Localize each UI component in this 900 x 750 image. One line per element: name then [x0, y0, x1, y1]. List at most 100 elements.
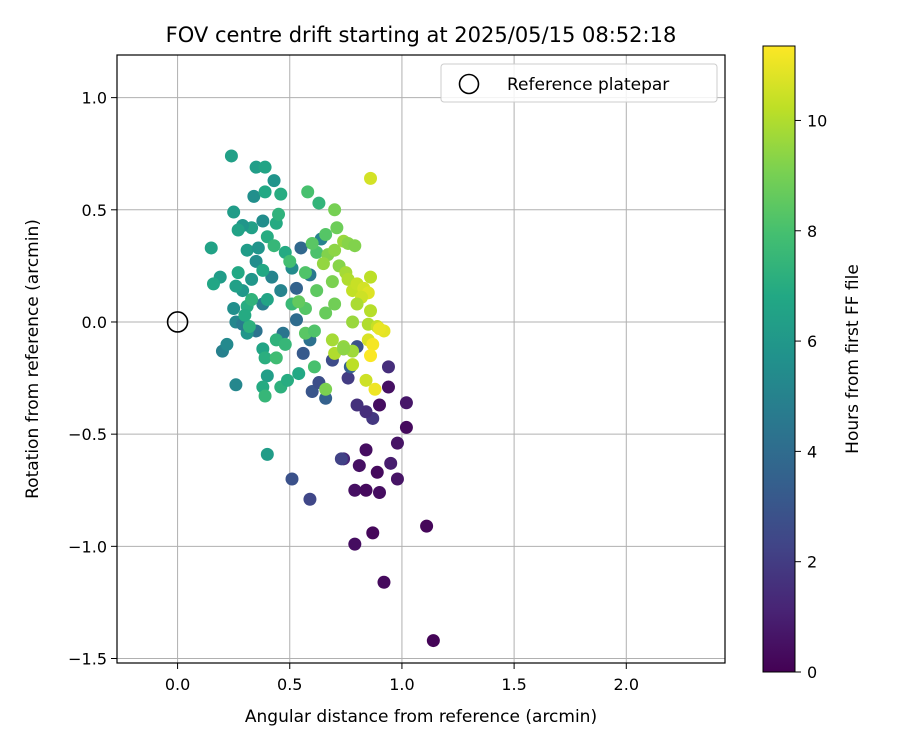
data-point [267, 239, 281, 253]
data-point [260, 447, 274, 461]
colorbar-tick-label: 2 [807, 553, 817, 572]
y-axis-label: Rotation from reference (arcmin) [23, 219, 43, 499]
data-point [364, 270, 378, 284]
x-tick-label: 1.0 [389, 675, 414, 694]
data-point [294, 241, 308, 255]
data-point [267, 174, 281, 188]
x-tick-label: 1.5 [501, 675, 526, 694]
x-axis-ticks: 0.0 0.5 1.0 1.5 2.0 [165, 663, 639, 694]
data-point [328, 203, 342, 217]
data-point [359, 443, 373, 457]
data-point [330, 221, 344, 235]
data-point [256, 214, 270, 228]
data-point [319, 391, 333, 405]
data-point [307, 324, 321, 338]
data-point [312, 196, 326, 210]
colorbar-tick-label: 6 [807, 332, 817, 351]
data-point [325, 275, 339, 289]
data-point [231, 266, 245, 280]
data-point [390, 472, 404, 486]
data-point [272, 207, 286, 221]
data-point [305, 385, 319, 399]
data-point [305, 236, 319, 250]
y-tick-label: −1.0 [68, 537, 107, 556]
reference-marker-layer [166, 311, 189, 333]
data-point [352, 459, 366, 473]
data-point [292, 295, 306, 309]
data-point [224, 149, 238, 163]
reference-platepar-marker [166, 311, 189, 333]
data-point [229, 279, 243, 293]
chart-title: FOV centre drift starting at 2025/05/15 … [166, 23, 677, 47]
data-point [274, 284, 288, 298]
data-point [204, 241, 218, 255]
data-point [265, 270, 279, 284]
data-point [292, 367, 306, 381]
data-point [249, 254, 263, 268]
plot-area-frame [116, 54, 726, 664]
data-point [296, 346, 310, 360]
data-point [310, 284, 324, 298]
data-point [227, 205, 241, 219]
data-point [260, 293, 274, 307]
data-point [319, 382, 333, 396]
data-point [368, 382, 382, 396]
data-point [283, 254, 297, 268]
data-point [319, 306, 333, 320]
data-point [325, 333, 339, 347]
data-point [258, 185, 272, 199]
data-points [204, 149, 440, 648]
data-point [364, 349, 378, 363]
data-point [366, 526, 380, 540]
data-point [337, 342, 351, 356]
y-tick-label: 0.0 [82, 313, 107, 332]
data-point [258, 389, 272, 403]
data-point [350, 297, 364, 311]
data-point [242, 319, 256, 333]
colorbar-gradient [762, 45, 796, 673]
data-point [301, 185, 315, 199]
data-point [260, 369, 274, 383]
data-point [359, 483, 373, 497]
data-point [359, 405, 373, 419]
data-point [377, 575, 391, 589]
data-point [260, 230, 274, 244]
y-tick-label: 1.0 [82, 89, 107, 108]
data-point [240, 243, 254, 257]
data-point [258, 160, 272, 174]
data-point [229, 378, 243, 392]
data-point [281, 373, 295, 387]
data-point [231, 223, 245, 237]
data-point [245, 272, 259, 286]
data-point [249, 160, 263, 174]
legend-entry-label: Reference platepar [507, 75, 669, 95]
data-point [390, 436, 404, 450]
colorbar-tick-label: 10 [807, 111, 827, 130]
colorbar: 0 2 4 6 8 10 Hours from first FF file [762, 45, 863, 682]
legend-box [440, 63, 718, 103]
colorbar-label: Hours from first FF file [843, 264, 863, 454]
data-point [328, 243, 342, 257]
colorbar-tick-label: 8 [807, 222, 817, 241]
colorbar-tick-label: 0 [807, 663, 817, 682]
y-axis-ticks: −1.5 −1.0 −0.5 0.0 0.5 1.0 [68, 89, 117, 669]
data-point [346, 315, 360, 329]
legend-reference-marker [458, 73, 480, 95]
data-point [278, 337, 292, 351]
data-point [251, 241, 265, 255]
data-point [285, 472, 299, 486]
data-point [298, 266, 312, 280]
x-tick-label: 0.0 [165, 675, 190, 694]
data-point [274, 187, 288, 201]
data-point [384, 456, 398, 470]
data-point [245, 293, 259, 307]
y-tick-label: −1.5 [68, 650, 107, 669]
data-point [370, 465, 384, 479]
data-point [319, 227, 333, 241]
data-point [303, 492, 317, 506]
data-point [399, 420, 413, 434]
data-point [346, 358, 360, 372]
data-point [334, 452, 348, 466]
data-point [289, 281, 303, 295]
data-point [227, 302, 241, 316]
